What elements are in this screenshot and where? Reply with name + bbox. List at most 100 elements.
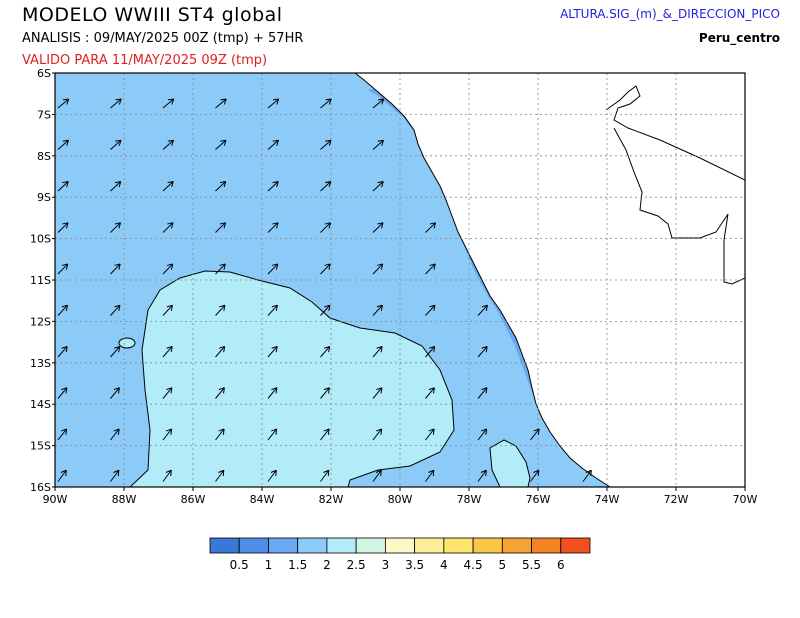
colorbar-label: 4 [440, 558, 448, 572]
wave-arrow [110, 180, 122, 192]
wave-arrow [320, 345, 331, 358]
map-title: MODELO WWIII ST4 global [22, 4, 283, 26]
wave-arrow [57, 98, 70, 109]
sea-region-2-2-5m-south [489, 439, 531, 487]
wave-arrow [57, 222, 69, 233]
wave-arrow [215, 387, 225, 399]
colorbar-swatch [472, 537, 503, 554]
lat-label: 10S [30, 233, 51, 246]
wave-arrow [267, 222, 279, 233]
wave-arrow [162, 387, 173, 399]
wave-arrow [215, 304, 226, 316]
wave-arrow [477, 387, 488, 399]
wave-arrow [320, 428, 330, 441]
wave-arrow [57, 345, 68, 358]
wave-arrow [267, 98, 280, 109]
wave-arrow [372, 98, 385, 109]
border-line-2 [613, 127, 745, 285]
wave-arrow [215, 469, 225, 482]
lat-label: 13S [30, 357, 51, 370]
lat-label: 12S [30, 315, 51, 328]
colorbar-swatch [238, 537, 269, 554]
colorbar-label: 2 [323, 558, 331, 572]
wave-arrow [215, 180, 227, 192]
wave-direction-arrows [57, 98, 592, 482]
wave-arrow [110, 263, 121, 275]
colorbar-swatch [531, 537, 562, 554]
wave-arrow [267, 304, 278, 316]
border-line [605, 85, 745, 181]
wave-arrow [372, 428, 383, 441]
wave-arrow [582, 469, 592, 482]
wave-arrow [110, 428, 120, 441]
wave-arrow [425, 304, 436, 316]
wave-arrow [162, 469, 172, 482]
lat-label: 11S [30, 274, 51, 287]
colorbar-label: 2.5 [347, 558, 366, 572]
lat-label: 7S [37, 108, 51, 121]
wave-arrow [110, 345, 121, 358]
wave-arrow [162, 428, 173, 441]
wave-arrow [215, 345, 226, 358]
lon-label: 82W [319, 493, 344, 506]
wave-arrow [477, 345, 488, 358]
wave-arrow [162, 139, 174, 150]
wave-arrow [372, 139, 384, 150]
wave-arrow [162, 304, 173, 316]
colorbar-swatch [414, 537, 445, 554]
colorbar-label: 3.5 [405, 558, 424, 572]
wave-arrow [215, 139, 227, 150]
lat-label: 14S [30, 398, 51, 411]
colorbar-swatch [297, 537, 328, 554]
wave-arrow [425, 469, 435, 482]
colorbar-label: 1 [265, 558, 273, 572]
wave-arrow [320, 222, 331, 233]
colorbar: 0.5 1 1.5 2 2.5 3 3.5 4 4.5 5 5.5 6 [209, 537, 591, 572]
wave-arrow [110, 469, 120, 482]
wave-arrow [530, 469, 540, 482]
region-label: Peru_centro [698, 31, 780, 45]
wave-arrow [372, 222, 384, 233]
colorbar-swatch [355, 537, 386, 554]
wave-arrow [162, 345, 173, 358]
colorbar-swatch [209, 537, 240, 554]
colorbar-label: 3 [382, 558, 390, 572]
wave-arrow [57, 387, 68, 399]
variable-label: ALTURA.SIG_(m)_&_DIRECCION_PICO [560, 7, 780, 21]
wave-arrow [425, 428, 435, 441]
lat-label: 15S [30, 440, 51, 453]
wave-arrow [162, 263, 174, 275]
wave-arrow [267, 139, 279, 150]
wave-arrow [320, 469, 330, 482]
colorbar-swatch [384, 537, 416, 554]
wave-arrow [320, 263, 331, 275]
wave-arrow [110, 222, 121, 233]
wave-arrow [425, 263, 436, 275]
colorbar-swatch [268, 537, 299, 554]
lon-label: 88W [112, 493, 137, 506]
wave-arrow [320, 387, 330, 399]
wave-arrow [372, 304, 383, 316]
wave-arrow [215, 428, 225, 441]
wave-arrow [425, 222, 436, 233]
lon-label: 84W [250, 493, 275, 506]
sea-region-2-2-5m [55, 270, 455, 487]
colorbar-swatch [326, 537, 357, 554]
wave-arrow [425, 387, 435, 399]
wave-arrow [57, 469, 67, 482]
lat-label: 6S [37, 67, 51, 80]
lon-label: 78W [457, 493, 482, 506]
wave-arrow [477, 428, 488, 441]
colorbar-label: 5.5 [522, 558, 541, 572]
colorbar-swatch [560, 537, 591, 554]
wave-arrow [215, 222, 226, 233]
wave-arrow [320, 180, 332, 192]
wave-arrow [162, 180, 174, 192]
wave-arrow [267, 263, 279, 275]
lat-label: 9S [37, 191, 51, 204]
colorbar-label: 0.5 [230, 558, 249, 572]
wave-arrow [162, 98, 175, 109]
colorbar-label: 1.5 [288, 558, 307, 572]
wave-arrow [477, 469, 487, 482]
